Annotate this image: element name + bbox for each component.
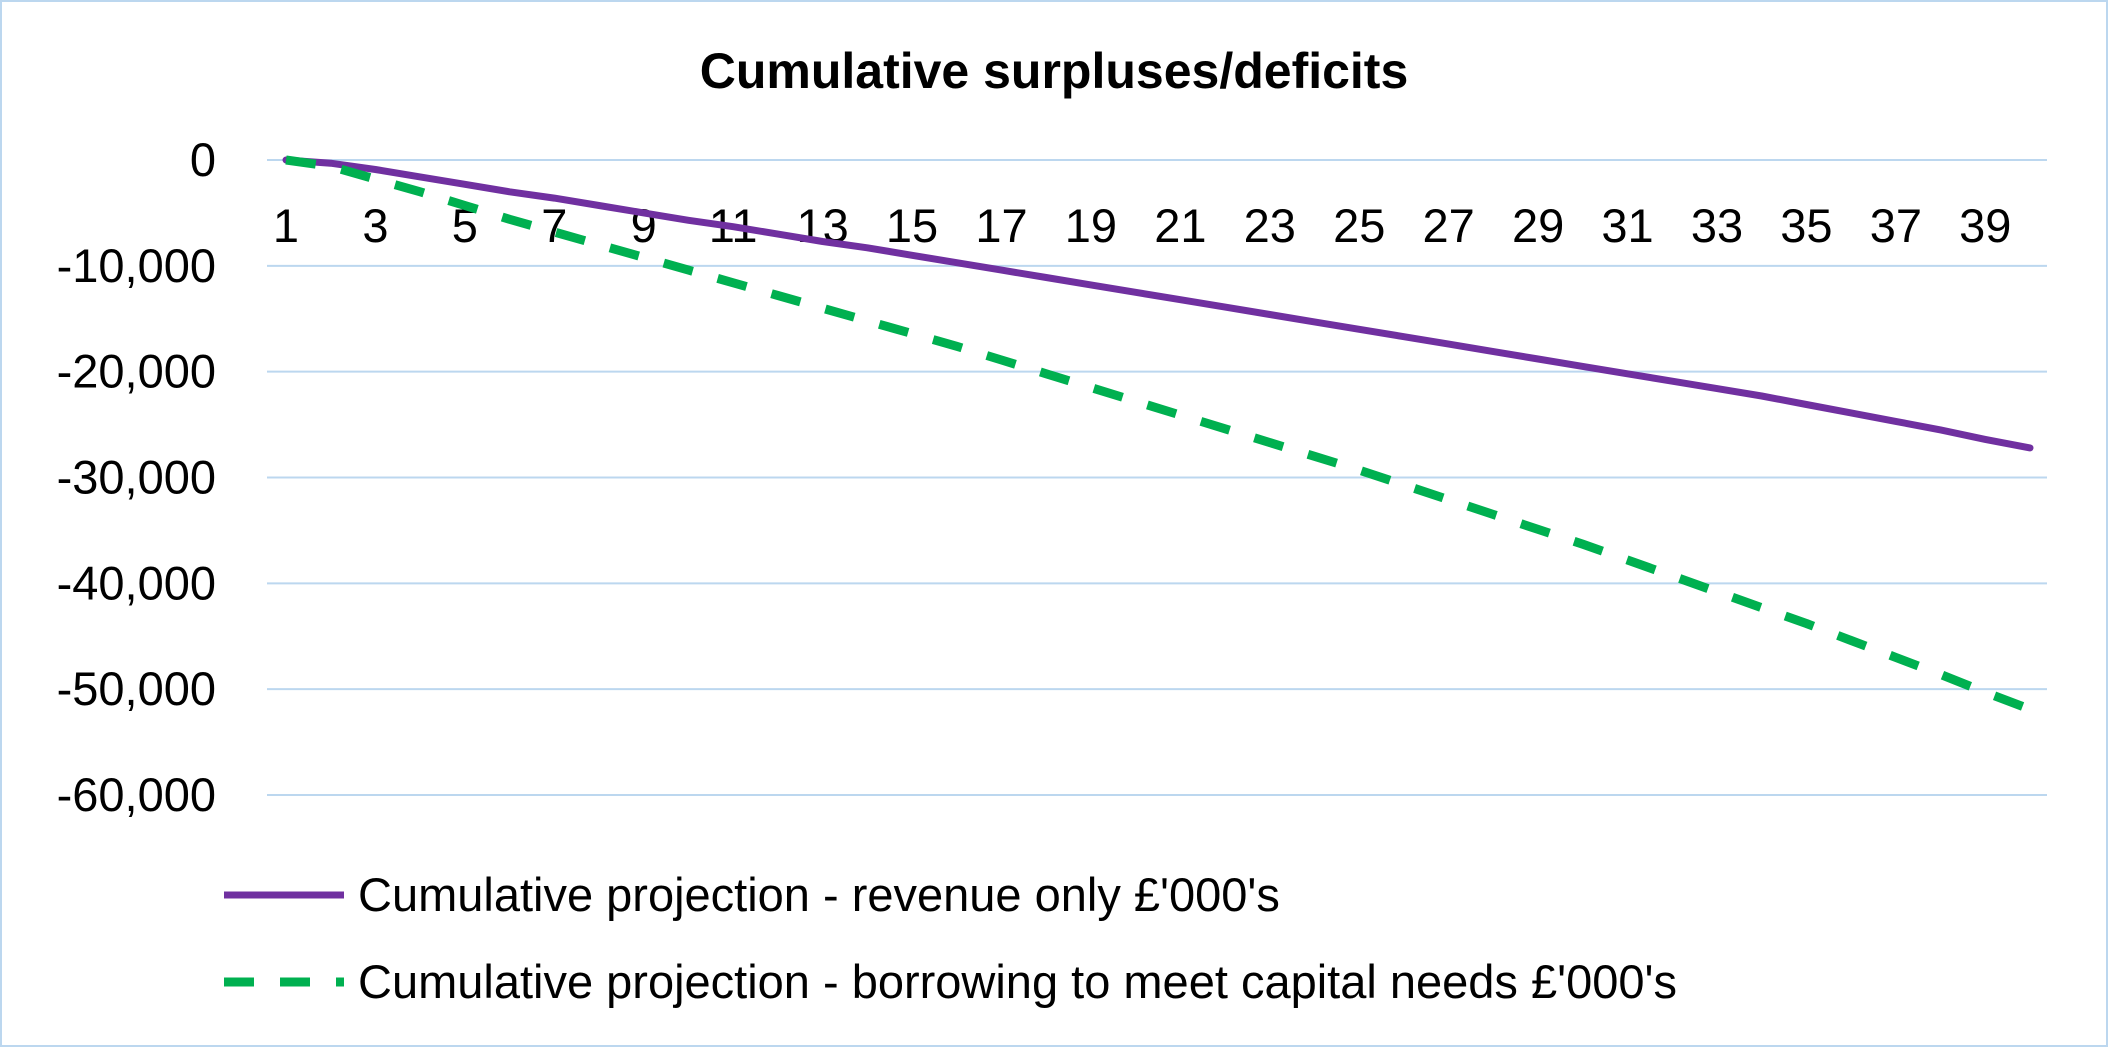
legend: Cumulative projection - revenue only £'0… — [224, 868, 1677, 1008]
x-tick-label: 25 — [1333, 199, 1385, 252]
y-tick-label: -10,000 — [57, 239, 216, 292]
y-tick-label: -40,000 — [57, 556, 216, 609]
y-tick-label: -30,000 — [57, 451, 216, 504]
x-tick-label: 35 — [1780, 199, 1832, 252]
series-lines — [282, 155, 2034, 714]
legend-label-revenue-only: Cumulative projection - revenue only £'0… — [358, 868, 1280, 921]
y-tick-label: -60,000 — [57, 768, 216, 821]
x-tick-label: 33 — [1691, 199, 1743, 252]
series-line-borrowing — [285, 155, 2032, 714]
x-tick-label: 29 — [1512, 199, 1564, 252]
legend-label-borrowing: Cumulative projection - borrowing to mee… — [358, 955, 1677, 1008]
x-tick-label: 9 — [631, 199, 657, 252]
x-tick-label: 21 — [1154, 199, 1206, 252]
x-tick-label: 3 — [362, 199, 388, 252]
series-line-revenue-only — [282, 156, 2034, 452]
y-axis-tick-labels: 0 -10,000 -20,000 -30,000 -40,000 -50,000 -60,… — [57, 133, 216, 821]
x-tick-label: 17 — [975, 199, 1027, 252]
x-tick-label: 37 — [1870, 199, 1922, 252]
x-tick-label: 7 — [541, 199, 567, 252]
x-tick-label: 23 — [1244, 199, 1296, 252]
x-axis-tick-labels: 1 3 5 7 9 11 13 15 17 19 21 23 25 27 29 31 33 35 37 39 — [273, 199, 2011, 252]
x-tick-label: 31 — [1601, 199, 1653, 252]
x-tick-label: 1 — [273, 199, 299, 252]
y-tick-label: 0 — [190, 133, 216, 186]
gridlines — [267, 159, 2047, 796]
x-tick-label: 39 — [1959, 199, 2011, 252]
x-tick-label: 19 — [1065, 199, 1117, 252]
x-tick-label: 15 — [886, 199, 938, 252]
x-tick-label: 27 — [1423, 199, 1475, 252]
y-tick-label: -20,000 — [57, 345, 216, 398]
chart-title: Cumulative surpluses/deficits — [700, 43, 1409, 99]
y-tick-label: -50,000 — [57, 662, 216, 715]
